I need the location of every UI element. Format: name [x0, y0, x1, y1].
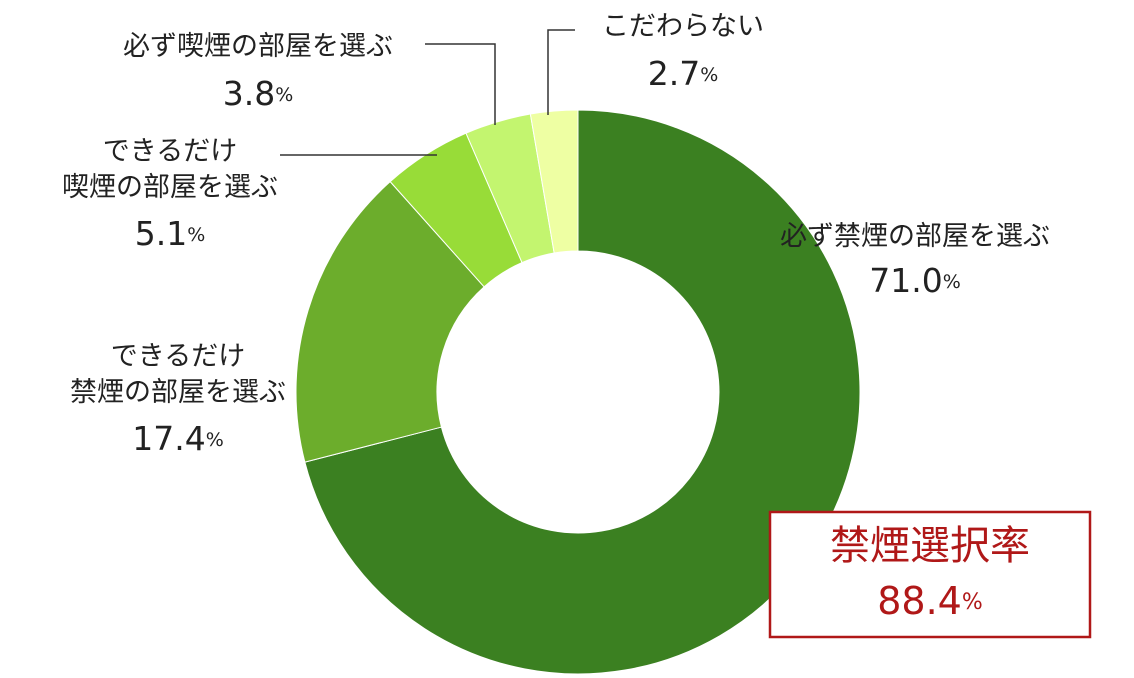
- category-label: 必ず喫煙の部屋を選ぶ: [123, 31, 393, 62]
- category-label: できるだけ喫煙の部屋を選ぶ: [62, 136, 278, 203]
- leader-line: [425, 43, 496, 125]
- category-label: 必ず禁煙の部屋を選ぶ: [780, 221, 1050, 252]
- callout-value: 88.4%: [877, 579, 983, 623]
- category-label: できるだけ禁煙の部屋を選ぶ: [70, 341, 286, 408]
- donut-slice: [295, 180, 485, 463]
- leader-line: [547, 29, 575, 115]
- donut: [295, 109, 861, 675]
- value-label: 2.7%: [648, 54, 719, 93]
- donut-slice: [529, 109, 579, 254]
- value-label: 5.1%: [135, 214, 206, 253]
- value-label: 3.8%: [223, 74, 294, 113]
- value-label: 17.4%: [132, 419, 224, 458]
- value-label: 71.0%: [869, 261, 961, 300]
- category-label: こだわらない: [602, 11, 764, 42]
- labels: 必ず禁煙の部屋を選ぶ 71.0% できるだけ禁煙の部屋を選ぶ 17.4% できるだけ喫煙…: [62, 11, 1050, 458]
- leader-lines: [280, 29, 575, 156]
- donut-slice: [304, 109, 861, 675]
- callout-box: [768, 510, 1092, 639]
- callout-title: 禁煙選択率: [830, 523, 1030, 569]
